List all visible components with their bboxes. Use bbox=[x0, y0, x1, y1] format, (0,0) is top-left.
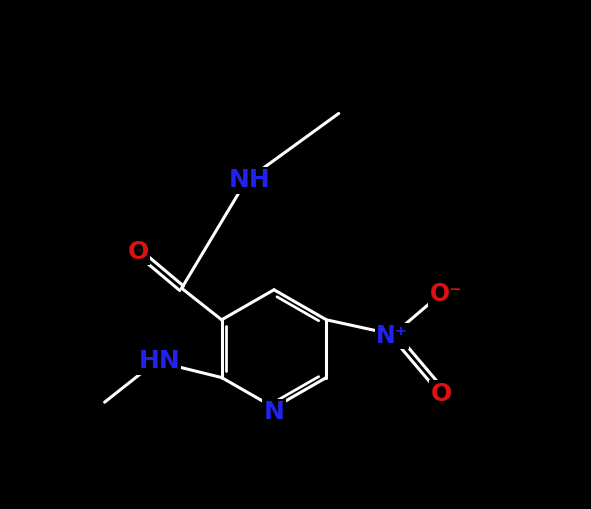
Text: NH: NH bbox=[229, 168, 270, 192]
Text: O: O bbox=[430, 382, 452, 406]
Text: HN: HN bbox=[138, 349, 180, 374]
Text: N: N bbox=[264, 400, 284, 424]
Text: O: O bbox=[128, 240, 149, 264]
Text: N⁺: N⁺ bbox=[376, 324, 408, 348]
Text: O⁻: O⁻ bbox=[430, 281, 462, 305]
